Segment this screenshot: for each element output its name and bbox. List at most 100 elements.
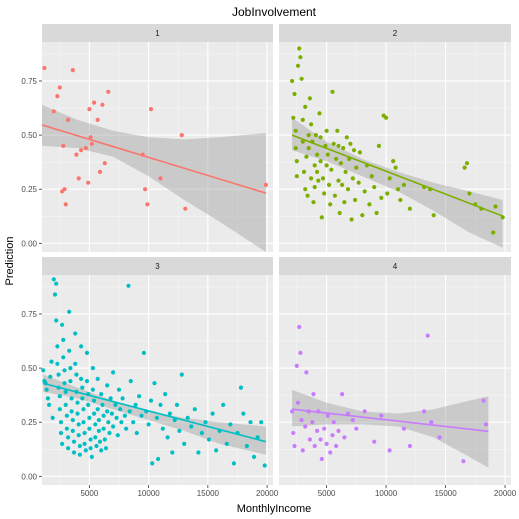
- facet-strip: [42, 257, 273, 275]
- data-point: [47, 402, 52, 407]
- data-point: [118, 407, 123, 412]
- data-point: [51, 277, 56, 282]
- data-point: [462, 165, 467, 170]
- data-point: [461, 459, 466, 464]
- data-point: [304, 154, 309, 159]
- data-point: [41, 368, 46, 373]
- data-point: [51, 109, 56, 114]
- data-point: [99, 448, 104, 453]
- data-point: [131, 420, 136, 425]
- data-point: [295, 63, 301, 68]
- data-point: [83, 146, 88, 151]
- data-point: [67, 348, 72, 353]
- data-point: [395, 187, 401, 192]
- data-point: [398, 197, 403, 203]
- data-point: [393, 165, 398, 170]
- data-point: [102, 161, 107, 166]
- data-point: [148, 398, 154, 403]
- data-point: [111, 424, 116, 429]
- data-point: [111, 370, 116, 375]
- data-point: [303, 187, 308, 192]
- data-point: [483, 422, 489, 427]
- data-point: [310, 420, 315, 425]
- data-point: [357, 150, 362, 155]
- data-point: [60, 189, 65, 194]
- data-point: [315, 169, 320, 174]
- data-point: [89, 454, 94, 459]
- data-point: [401, 426, 406, 431]
- data-point: [467, 191, 472, 196]
- data-point: [334, 156, 339, 161]
- data-point: [300, 448, 305, 453]
- data-point: [291, 430, 296, 436]
- data-point: [354, 426, 359, 431]
- y-axis-title: Prediction: [4, 237, 16, 286]
- data-point: [52, 292, 58, 297]
- data-point: [350, 176, 355, 181]
- data-point: [306, 146, 311, 151]
- data-point: [74, 152, 79, 157]
- data-point: [158, 402, 163, 407]
- data-point: [90, 366, 95, 371]
- data-point: [182, 441, 187, 446]
- data-point: [224, 441, 229, 446]
- data-point: [114, 415, 119, 420]
- facet-strip: [279, 24, 511, 42]
- data-point: [493, 204, 498, 209]
- data-point: [76, 433, 81, 438]
- data-point: [94, 443, 99, 449]
- data-point: [294, 174, 299, 179]
- data-point: [55, 344, 60, 349]
- data-point: [67, 309, 72, 314]
- data-point: [158, 176, 163, 181]
- data-point: [79, 376, 84, 381]
- data-point: [101, 426, 106, 431]
- data-point: [54, 281, 59, 286]
- data-point: [96, 428, 101, 433]
- data-point: [57, 85, 62, 90]
- data-point: [305, 193, 310, 198]
- data-point: [172, 418, 177, 423]
- data-point: [66, 117, 71, 122]
- data-point: [92, 398, 97, 403]
- data-point: [318, 437, 323, 442]
- data-point: [353, 197, 358, 203]
- data-point: [69, 396, 74, 401]
- data-point: [116, 387, 122, 392]
- data-point: [342, 200, 347, 205]
- data-point: [55, 361, 60, 366]
- data-point: [437, 435, 442, 440]
- data-point: [95, 407, 100, 412]
- data-point: [48, 374, 53, 379]
- data-point: [294, 159, 299, 164]
- data-point: [81, 407, 86, 412]
- y-tick-label: 0.00: [21, 239, 37, 248]
- data-point: [44, 387, 49, 392]
- data-point: [105, 383, 110, 388]
- data-point: [303, 104, 308, 109]
- data-point: [93, 422, 98, 427]
- data-point: [336, 178, 341, 183]
- data-point: [103, 446, 109, 451]
- y-tick-label: 0.50: [21, 364, 37, 373]
- data-point: [54, 318, 59, 323]
- data-point: [391, 159, 396, 164]
- data-point: [324, 128, 329, 133]
- data-point: [262, 463, 267, 468]
- data-point: [57, 407, 62, 412]
- data-point: [170, 450, 175, 455]
- data-point: [297, 324, 302, 330]
- data-point: [179, 372, 184, 377]
- confidence-band: [292, 117, 503, 248]
- data-point: [100, 402, 105, 407]
- data-point: [74, 372, 79, 377]
- data-point: [137, 394, 142, 399]
- data-point: [95, 117, 100, 122]
- data-point: [109, 411, 114, 416]
- data-point: [75, 400, 80, 405]
- data-point: [58, 430, 64, 436]
- data-point: [102, 437, 107, 442]
- data-point: [315, 152, 320, 157]
- data-point: [340, 182, 345, 187]
